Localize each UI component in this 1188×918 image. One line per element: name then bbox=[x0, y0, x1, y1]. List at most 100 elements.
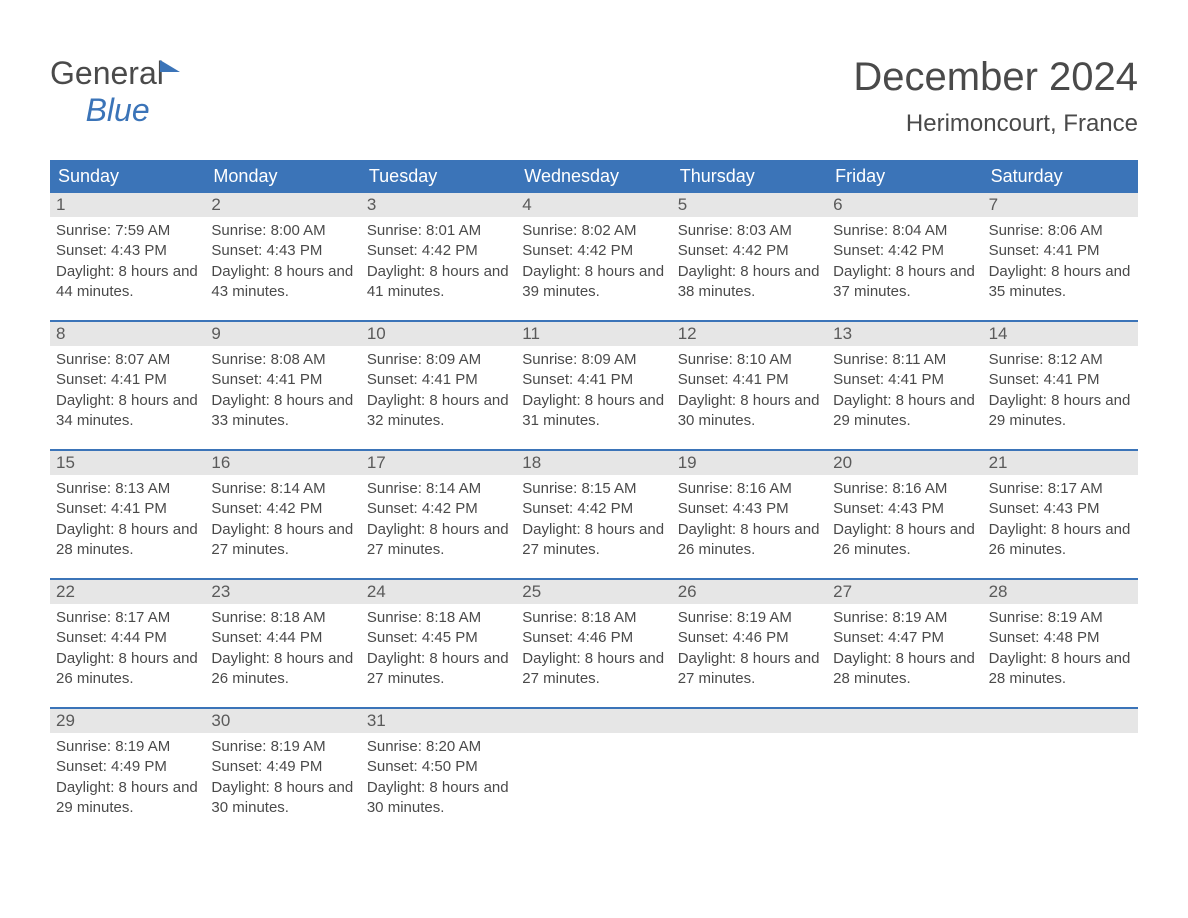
day-number: 29 bbox=[50, 709, 205, 733]
day-number: 5 bbox=[672, 193, 827, 217]
daylight-line: Daylight: 8 hours and 28 minutes. bbox=[56, 520, 199, 561]
day-number: 16 bbox=[205, 451, 360, 475]
day-number: 21 bbox=[983, 451, 1138, 475]
sunrise-line: Sunrise: 8:12 AM bbox=[989, 350, 1132, 370]
day-number: 3 bbox=[361, 193, 516, 217]
sunrise-line: Sunrise: 8:18 AM bbox=[522, 608, 665, 628]
calendar-week: 15Sunrise: 8:13 AMSunset: 4:41 PMDayligh… bbox=[50, 449, 1138, 578]
daylight-line: Daylight: 8 hours and 39 minutes. bbox=[522, 262, 665, 303]
sunset-line: Sunset: 4:43 PM bbox=[678, 499, 821, 519]
day-body: Sunrise: 8:18 AMSunset: 4:45 PMDaylight:… bbox=[361, 604, 516, 689]
sunrise-line: Sunrise: 8:13 AM bbox=[56, 479, 199, 499]
day-body: Sunrise: 7:59 AMSunset: 4:43 PMDaylight:… bbox=[50, 217, 205, 302]
calendar-day: 8Sunrise: 8:07 AMSunset: 4:41 PMDaylight… bbox=[50, 322, 205, 449]
calendar-day: 14Sunrise: 8:12 AMSunset: 4:41 PMDayligh… bbox=[983, 322, 1138, 449]
day-number: 1 bbox=[50, 193, 205, 217]
sunset-line: Sunset: 4:43 PM bbox=[833, 499, 976, 519]
sunset-line: Sunset: 4:43 PM bbox=[211, 241, 354, 261]
sunset-line: Sunset: 4:47 PM bbox=[833, 628, 976, 648]
day-number: 31 bbox=[361, 709, 516, 733]
day-body: Sunrise: 8:17 AMSunset: 4:44 PMDaylight:… bbox=[50, 604, 205, 689]
day-body: Sunrise: 8:12 AMSunset: 4:41 PMDaylight:… bbox=[983, 346, 1138, 431]
day-body: Sunrise: 8:18 AMSunset: 4:46 PMDaylight:… bbox=[516, 604, 671, 689]
day-body: Sunrise: 8:04 AMSunset: 4:42 PMDaylight:… bbox=[827, 217, 982, 302]
daylight-line: Daylight: 8 hours and 29 minutes. bbox=[56, 778, 199, 819]
calendar-day: 27Sunrise: 8:19 AMSunset: 4:47 PMDayligh… bbox=[827, 580, 982, 707]
sunrise-line: Sunrise: 8:09 AM bbox=[522, 350, 665, 370]
daylight-line: Daylight: 8 hours and 43 minutes. bbox=[211, 262, 354, 303]
sunrise-line: Sunrise: 8:19 AM bbox=[989, 608, 1132, 628]
day-body: Sunrise: 8:09 AMSunset: 4:41 PMDaylight:… bbox=[516, 346, 671, 431]
calendar-day: 10Sunrise: 8:09 AMSunset: 4:41 PMDayligh… bbox=[361, 322, 516, 449]
sunset-line: Sunset: 4:43 PM bbox=[989, 499, 1132, 519]
sunrise-line: Sunrise: 8:06 AM bbox=[989, 221, 1132, 241]
day-number: 17 bbox=[361, 451, 516, 475]
sunset-line: Sunset: 4:41 PM bbox=[989, 370, 1132, 390]
calendar-week: 1Sunrise: 7:59 AMSunset: 4:43 PMDaylight… bbox=[50, 193, 1138, 320]
sunrise-line: Sunrise: 8:17 AM bbox=[989, 479, 1132, 499]
daylight-line: Daylight: 8 hours and 31 minutes. bbox=[522, 391, 665, 432]
day-body: Sunrise: 8:20 AMSunset: 4:50 PMDaylight:… bbox=[361, 733, 516, 818]
brand-triangle-icon bbox=[160, 60, 180, 72]
calendar-day: 4Sunrise: 8:02 AMSunset: 4:42 PMDaylight… bbox=[516, 193, 671, 320]
day-body: Sunrise: 8:17 AMSunset: 4:43 PMDaylight:… bbox=[983, 475, 1138, 560]
sunrise-line: Sunrise: 8:10 AM bbox=[678, 350, 821, 370]
sunrise-line: Sunrise: 8:09 AM bbox=[367, 350, 510, 370]
calendar-day bbox=[827, 709, 982, 836]
daylight-line: Daylight: 8 hours and 37 minutes. bbox=[833, 262, 976, 303]
calendar-day: 28Sunrise: 8:19 AMSunset: 4:48 PMDayligh… bbox=[983, 580, 1138, 707]
calendar-weeks: 1Sunrise: 7:59 AMSunset: 4:43 PMDaylight… bbox=[50, 193, 1138, 836]
day-body: Sunrise: 8:19 AMSunset: 4:47 PMDaylight:… bbox=[827, 604, 982, 689]
sunrise-line: Sunrise: 8:11 AM bbox=[833, 350, 976, 370]
weekday-thursday: Thursday bbox=[672, 160, 827, 193]
calendar-day: 16Sunrise: 8:14 AMSunset: 4:42 PMDayligh… bbox=[205, 451, 360, 578]
sunset-line: Sunset: 4:44 PM bbox=[211, 628, 354, 648]
sunrise-line: Sunrise: 8:02 AM bbox=[522, 221, 665, 241]
daylight-line: Daylight: 8 hours and 32 minutes. bbox=[367, 391, 510, 432]
daylight-line: Daylight: 8 hours and 44 minutes. bbox=[56, 262, 199, 303]
sunset-line: Sunset: 4:48 PM bbox=[989, 628, 1132, 648]
daylight-line: Daylight: 8 hours and 30 minutes. bbox=[211, 778, 354, 819]
daylight-line: Daylight: 8 hours and 28 minutes. bbox=[989, 649, 1132, 690]
brand-logo: General Blue bbox=[50, 55, 180, 129]
calendar-day: 7Sunrise: 8:06 AMSunset: 4:41 PMDaylight… bbox=[983, 193, 1138, 320]
day-body: Sunrise: 8:19 AMSunset: 4:48 PMDaylight:… bbox=[983, 604, 1138, 689]
calendar-day: 13Sunrise: 8:11 AMSunset: 4:41 PMDayligh… bbox=[827, 322, 982, 449]
daylight-line: Daylight: 8 hours and 30 minutes. bbox=[678, 391, 821, 432]
day-number: 27 bbox=[827, 580, 982, 604]
day-body: Sunrise: 8:13 AMSunset: 4:41 PMDaylight:… bbox=[50, 475, 205, 560]
day-body: Sunrise: 8:16 AMSunset: 4:43 PMDaylight:… bbox=[672, 475, 827, 560]
sunset-line: Sunset: 4:46 PM bbox=[678, 628, 821, 648]
day-body: Sunrise: 8:16 AMSunset: 4:43 PMDaylight:… bbox=[827, 475, 982, 560]
day-body: Sunrise: 8:07 AMSunset: 4:41 PMDaylight:… bbox=[50, 346, 205, 431]
day-body: Sunrise: 8:19 AMSunset: 4:49 PMDaylight:… bbox=[205, 733, 360, 818]
weekday-friday: Friday bbox=[827, 160, 982, 193]
daylight-line: Daylight: 8 hours and 38 minutes. bbox=[678, 262, 821, 303]
title-month: December 2024 bbox=[853, 55, 1138, 100]
calendar-day bbox=[672, 709, 827, 836]
day-body: Sunrise: 8:14 AMSunset: 4:42 PMDaylight:… bbox=[205, 475, 360, 560]
calendar-day bbox=[516, 709, 671, 836]
sunset-line: Sunset: 4:49 PM bbox=[211, 757, 354, 777]
calendar-week: 22Sunrise: 8:17 AMSunset: 4:44 PMDayligh… bbox=[50, 578, 1138, 707]
sunrise-line: Sunrise: 8:16 AM bbox=[833, 479, 976, 499]
daylight-line: Daylight: 8 hours and 34 minutes. bbox=[56, 391, 199, 432]
day-number: 18 bbox=[516, 451, 671, 475]
day-number: 19 bbox=[672, 451, 827, 475]
day-body: Sunrise: 8:06 AMSunset: 4:41 PMDaylight:… bbox=[983, 217, 1138, 302]
sunrise-line: Sunrise: 8:03 AM bbox=[678, 221, 821, 241]
sunrise-line: Sunrise: 8:14 AM bbox=[211, 479, 354, 499]
sunset-line: Sunset: 4:42 PM bbox=[833, 241, 976, 261]
weekday-wednesday: Wednesday bbox=[516, 160, 671, 193]
daylight-line: Daylight: 8 hours and 28 minutes. bbox=[833, 649, 976, 690]
daylight-line: Daylight: 8 hours and 26 minutes. bbox=[211, 649, 354, 690]
sunset-line: Sunset: 4:41 PM bbox=[56, 499, 199, 519]
daylight-line: Daylight: 8 hours and 26 minutes. bbox=[56, 649, 199, 690]
day-body: Sunrise: 8:19 AMSunset: 4:46 PMDaylight:… bbox=[672, 604, 827, 689]
sunrise-line: Sunrise: 8:20 AM bbox=[367, 737, 510, 757]
daylight-line: Daylight: 8 hours and 30 minutes. bbox=[367, 778, 510, 819]
day-body: Sunrise: 8:09 AMSunset: 4:41 PMDaylight:… bbox=[361, 346, 516, 431]
sunset-line: Sunset: 4:42 PM bbox=[678, 241, 821, 261]
sunset-line: Sunset: 4:44 PM bbox=[56, 628, 199, 648]
sunrise-line: Sunrise: 8:18 AM bbox=[211, 608, 354, 628]
